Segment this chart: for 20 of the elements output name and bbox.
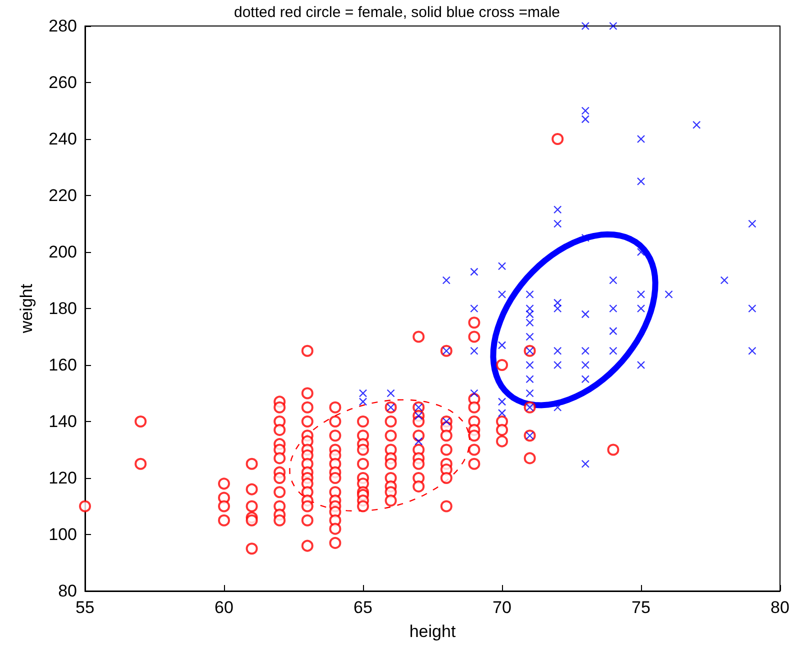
y-tick-label: 240 bbox=[48, 130, 77, 148]
y-tick-label: 220 bbox=[48, 186, 77, 205]
y-tick-label: 200 bbox=[48, 242, 77, 262]
x-axis-title: height bbox=[409, 622, 456, 641]
x-tick-label: 80 bbox=[770, 598, 790, 617]
y-tick-label: 280 bbox=[48, 16, 77, 36]
y-axis-title: weight bbox=[17, 284, 36, 334]
y-tick-label: 180 bbox=[48, 299, 77, 318]
x-tick-label: 70 bbox=[492, 598, 512, 617]
y-tick-label: 100 bbox=[48, 525, 77, 544]
y-tick-label: 160 bbox=[48, 356, 77, 374]
x-tick-label: 65 bbox=[354, 598, 372, 617]
y-tick-label: 120 bbox=[48, 468, 77, 488]
chart-title: dotted red circle = female, solid blue cross =male bbox=[234, 4, 560, 21]
y-tick-label: 80 bbox=[58, 582, 77, 600]
x-tick-label: 75 bbox=[632, 598, 650, 617]
x-tick-label: 60 bbox=[214, 598, 234, 617]
y-tick-label: 140 bbox=[48, 412, 77, 431]
y-tick-label: 260 bbox=[48, 73, 77, 92]
x-tick-label: 55 bbox=[76, 598, 94, 617]
